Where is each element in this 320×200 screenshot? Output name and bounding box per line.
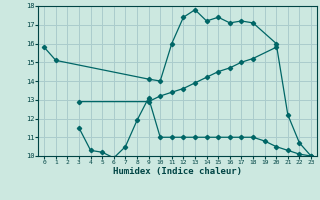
X-axis label: Humidex (Indice chaleur): Humidex (Indice chaleur): [113, 167, 242, 176]
